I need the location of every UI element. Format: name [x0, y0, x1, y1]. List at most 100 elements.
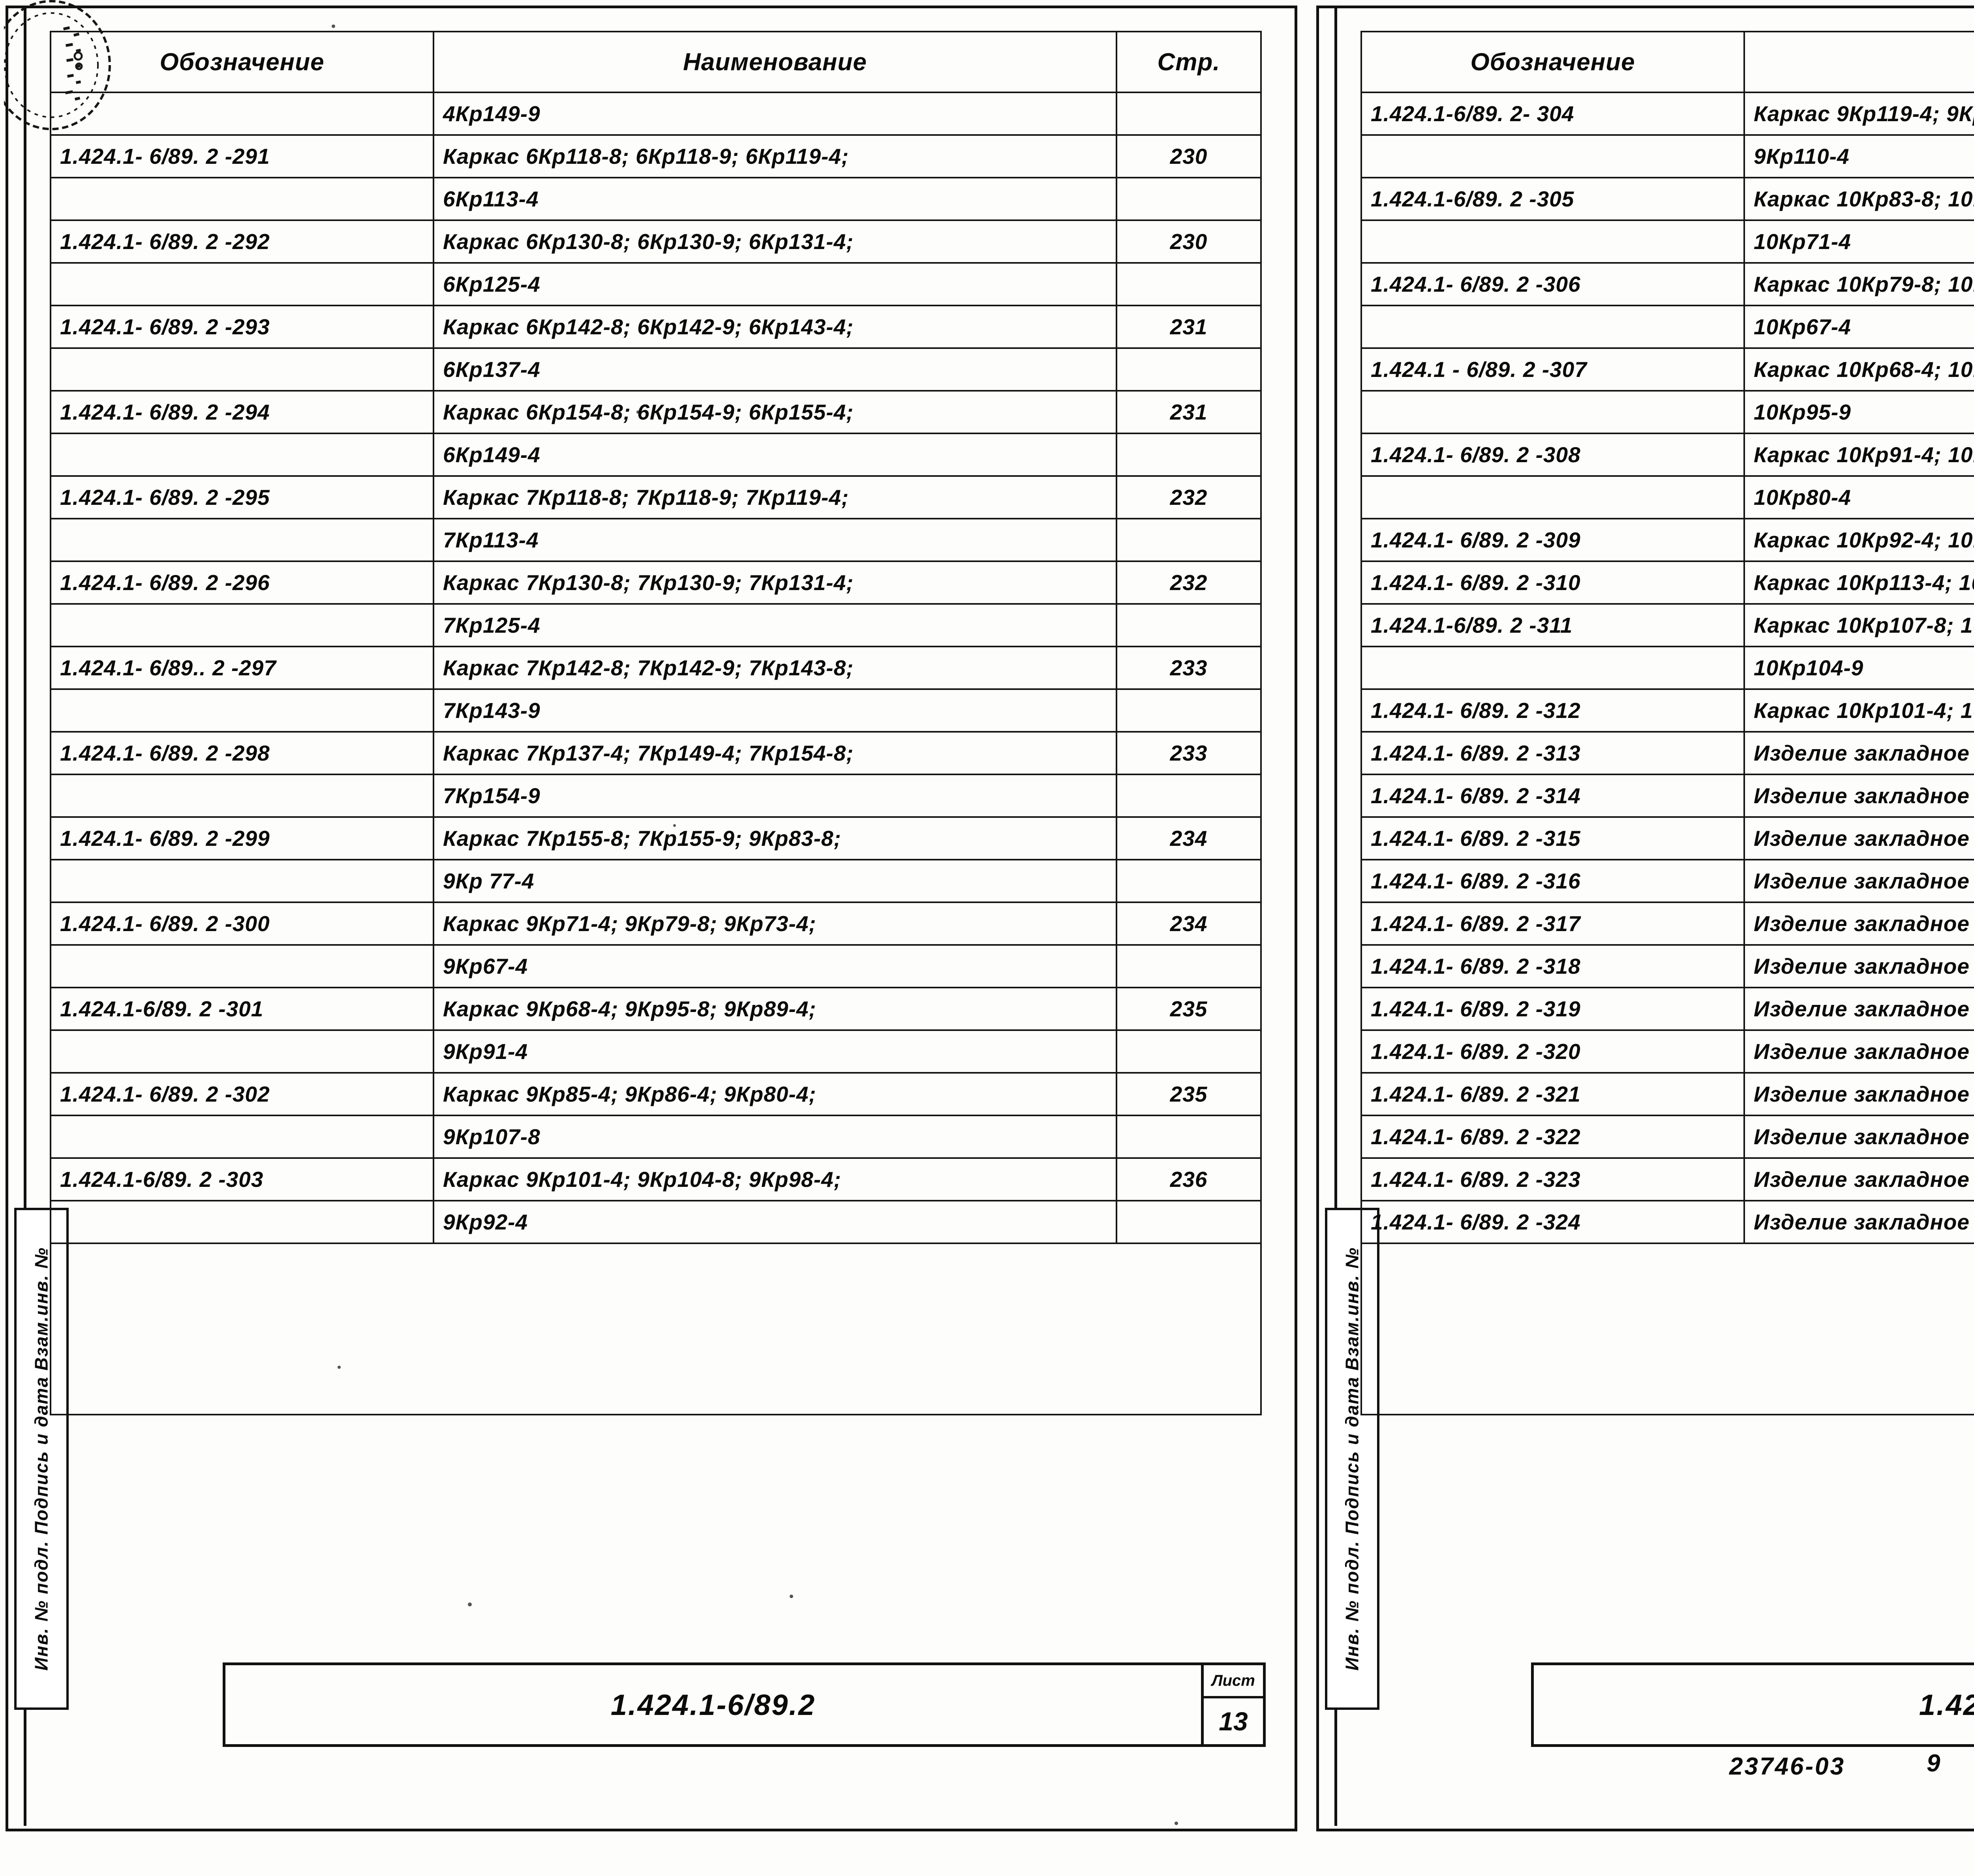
table-row: 1.424.1- 6/89. 2 -298 Каркас 7Кр137-4; 7К…	[50, 731, 1262, 775]
table-row: 9Кр107-8	[50, 1115, 1262, 1159]
cell-name: Каркас 10Кр107-8; 10Кр107-9; 10Кр104-8;	[1743, 603, 1974, 647]
table-row: 1.424.1- 6/89. 2 -312 Каркас 10Кр101-4; 1…	[1360, 688, 1974, 733]
cell-page	[1116, 688, 1262, 733]
left-page-inner-rule	[24, 6, 1295, 1826]
table-row: 9Кр 77-4	[50, 859, 1262, 903]
cell-designation: 1.424.1- 6/89. 2 -292	[50, 219, 434, 264]
table-row: 9Кр92-4	[50, 1200, 1262, 1244]
cell-name: 9Кр91-4	[433, 1029, 1117, 1074]
cell-name: 9Кр110-4	[1743, 134, 1974, 178]
cell-name: Каркас 10Кр83-8; 10Кр83-9; 10Кр77-4;	[1743, 177, 1974, 221]
table-row: 1.424.1- 6/89. 2 -310 Каркас 10Кр113-4; 1…	[1360, 560, 1974, 605]
cell-name: Каркас 7Кр155-8; 7Кр155-9; 9Кр83-8;	[433, 816, 1117, 860]
cell-designation: 1.424.1- 6/89. 2 -322	[1360, 1115, 1745, 1159]
cell-name: Изделие закладное МН10	[1743, 944, 1974, 988]
cell-designation	[50, 177, 434, 221]
table-row: 9Кр67-4	[50, 944, 1262, 988]
table-row: 1.424.1- 6/89. 2 -309 Каркас 10Кр92-4; 10…	[1360, 518, 1974, 562]
cell-designation: 1.424.1- 6/89. 2 -293	[50, 305, 434, 349]
cell-name: Каркас 6Кр118-8; 6Кр118-9; 6Кр119-4;	[433, 134, 1117, 178]
cell-name: Изделие закладное МН3	[1743, 774, 1974, 818]
cell-designation: 1.424.1- 6/89. 2 -313	[1360, 731, 1745, 775]
table-blank-area	[50, 1243, 1262, 1415]
cell-name: 7Кр154-9	[433, 774, 1117, 818]
cell-page	[1116, 774, 1262, 818]
table-row: 1.424.1- 6/89. 2 -294 Каркас 6Кр154-8; 6К…	[50, 390, 1262, 434]
scan-speck	[468, 1602, 472, 1606]
cell-designation: 1.424.1- 6/89. 2 -308	[1360, 433, 1745, 477]
table-row: 10Кр80-4	[1360, 475, 1974, 519]
cell-name: 9Кр92-4	[433, 1200, 1117, 1244]
column-header-designation: Обозначение	[50, 31, 434, 93]
left-page: Инв. № подл. Подпись и дата Взам.инв. № …	[6, 6, 1297, 1831]
table-row: 9Кр110-4	[1360, 134, 1974, 178]
cell-name: 9Кр 77-4	[433, 859, 1117, 903]
cell-designation: 1.424.1- 6/89. 2 -296	[50, 560, 434, 605]
cell-designation: 1.424.1- 6/89. 2 -295	[50, 475, 434, 519]
cell-designation	[50, 774, 434, 818]
table-row: 7Кр154-9	[50, 774, 1262, 818]
right-title-block: 1.424.1-6/89.2 Лист 14	[1531, 1662, 1974, 1747]
left-side-strip-text: Инв. № подл. Подпись и дата Взам.инв. №	[31, 1247, 52, 1671]
cell-page: 235	[1116, 987, 1262, 1031]
cell-name: 10Кр95-9	[1743, 390, 1974, 434]
table-row: 6Кр149-4	[50, 433, 1262, 477]
cell-name: Каркас 10Кр92-4; 10Кр119-4	[1743, 518, 1974, 562]
table-blank-area	[1360, 1243, 1974, 1415]
table-row: 1.424.1- 6/89. 2 -300 Каркас 9Кр71-4; 9Кр…	[50, 901, 1262, 946]
cell-name: Изделие закладное МН16	[1743, 1200, 1974, 1244]
left-page-frame	[6, 6, 1297, 1831]
right-side-strip-text: Инв. № подл. Подпись и дата Взам.инв. №	[1342, 1247, 1363, 1671]
right-page-frame	[1316, 6, 1974, 1831]
table-row: 10Кр104-9	[1360, 646, 1974, 690]
cell-name: 9Кр107-8	[433, 1115, 1117, 1159]
cell-name: 10Кр104-9	[1743, 646, 1974, 690]
cell-designation: 1.424.1- 6/89. 2 -294	[50, 390, 434, 434]
table-row: 1.424.1-6/89. 2 -303 Каркас 9Кр101-4; 9Кр…	[50, 1157, 1262, 1201]
left-index-table: Обозначение Наименование Стр. 4Кр149-9 1.…	[50, 31, 1262, 1415]
cell-name: Каркас 9Кр71-4; 9Кр79-8; 9Кр73-4;	[433, 901, 1117, 946]
cell-designation	[50, 859, 434, 903]
table-row: 6Кр113-4	[50, 177, 1262, 221]
table-blank-cell	[50, 1243, 1262, 1415]
cell-page: 230	[1116, 134, 1262, 178]
cell-name: Каркас 9Кр85-4; 9Кр86-4; 9Кр80-4;	[433, 1072, 1117, 1116]
cell-name: Каркас 10Кр91-4; 10Кр85-4; 10Кр86-4;	[1743, 433, 1974, 477]
left-title-block-sheet: Лист 13	[1201, 1665, 1263, 1744]
table-header-row: Обозначение Наименование Стр.	[1360, 31, 1974, 93]
cell-designation: 1.424.1- 6/89. 2 -321	[1360, 1072, 1745, 1116]
cell-page	[1116, 859, 1262, 903]
cell-name: Изделие закладное МН11	[1743, 987, 1974, 1031]
table-row: 10Кр95-9	[1360, 390, 1974, 434]
cell-designation: 1.424.1-6/89. 2 -311	[1360, 603, 1745, 647]
cell-designation	[50, 603, 434, 647]
cell-designation	[1360, 646, 1745, 690]
cell-name: Каркас 7Кр142-8; 7Кр142-9; 7Кр143-8;	[433, 646, 1117, 690]
cell-designation: 1.424.1-6/89. 2 -303	[50, 1157, 434, 1201]
cell-designation	[50, 688, 434, 733]
cell-designation	[50, 1200, 434, 1244]
cell-name: 7Кр113-4	[433, 518, 1117, 562]
cell-name: Каркас 6Кр130-8; 6Кр130-9; 6Кр131-4;	[433, 219, 1117, 264]
table-blank-cell	[1360, 1243, 1974, 1415]
cell-designation: 1.424.1- 6/89. 2 -319	[1360, 987, 1745, 1031]
column-header-designation: Обозначение	[1360, 31, 1745, 93]
cell-name: Изделие закладное МН14	[1743, 1115, 1974, 1159]
table-row: 1.424.1- 6/89. 2 -292 Каркас 6Кр130-8; 6К…	[50, 219, 1262, 264]
cell-designation: 1.424.1 - 6/89. 2 -307	[1360, 347, 1745, 392]
cell-name: Изделие закладное МН13	[1743, 1072, 1974, 1116]
table-row: 7Кр143-9	[50, 688, 1262, 733]
cell-page	[1116, 518, 1262, 562]
cell-page: 234	[1116, 816, 1262, 860]
cell-designation	[50, 944, 434, 988]
cell-name: Изделие закладное МН15	[1743, 1157, 1974, 1201]
cell-name: Каркас 10Кр113-4; 10Кр116-4; 10Кр110-4	[1743, 560, 1974, 605]
left-title-block-code: 1.424.1-6/89.2	[225, 1665, 1201, 1744]
table-row: 1.424.1- 6/89. 2 -295 Каркас 7Кр118-8; 7К…	[50, 475, 1262, 519]
column-header-name: Наименование	[433, 31, 1117, 93]
